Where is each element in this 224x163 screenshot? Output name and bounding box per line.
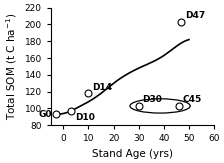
Text: D47: D47: [185, 11, 205, 20]
X-axis label: Stand Age (yrs): Stand Age (yrs): [92, 149, 173, 159]
Text: G0: G0: [39, 110, 52, 119]
Text: C45: C45: [183, 95, 202, 104]
Y-axis label: Total SOM (t C ha$^{-1}$): Total SOM (t C ha$^{-1}$): [4, 13, 19, 120]
Text: D10: D10: [75, 113, 95, 122]
Text: D14: D14: [92, 83, 112, 92]
Text: D30: D30: [142, 95, 162, 104]
